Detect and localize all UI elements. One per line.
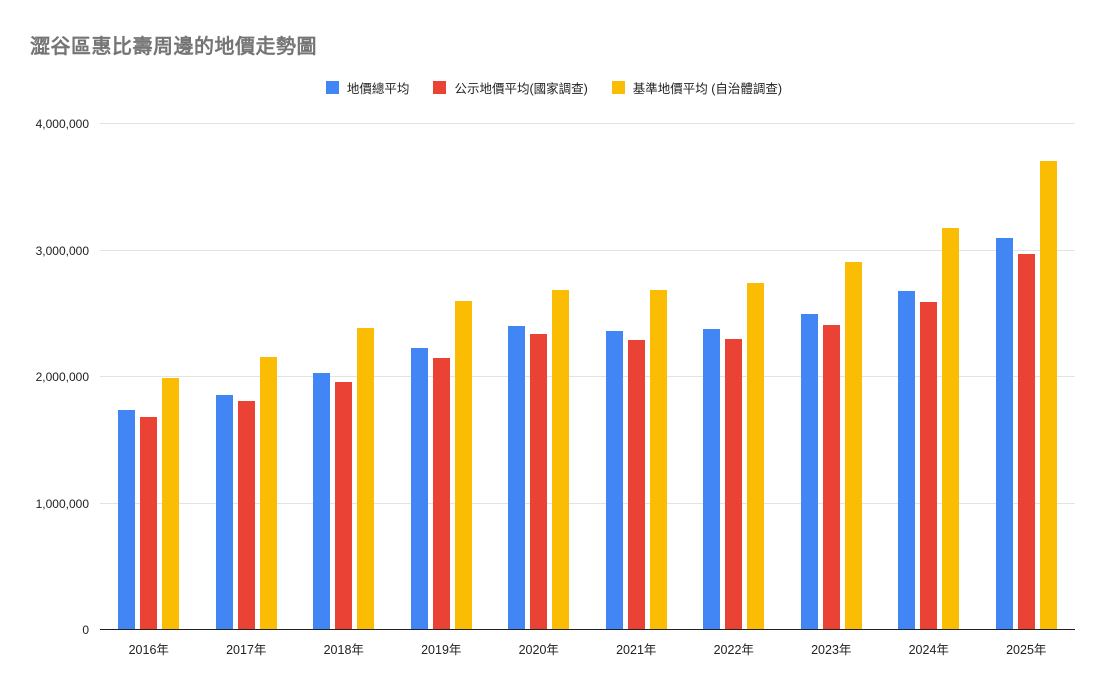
bar <box>649 289 667 630</box>
bar <box>140 417 158 630</box>
legend-swatch-icon <box>611 81 625 94</box>
y-axis-tick-label: 2,000,000 <box>35 370 89 384</box>
bar <box>237 401 255 630</box>
bar <box>995 237 1013 630</box>
bar-group: 2019年 <box>393 124 491 657</box>
bar <box>1039 160 1057 630</box>
legend-item: 地價總平均 <box>325 78 410 97</box>
bar <box>432 358 450 630</box>
legend: 地價總平均 公示地價平均(國家調查) 基準地價平均 (自治體調查) <box>0 78 1108 97</box>
plot-area: 2016年 2017年 2018年 2019年 2020年 2021年 2022年 2023年… <box>36 117 1076 657</box>
bar <box>844 261 862 630</box>
bar <box>259 356 277 630</box>
x-axis-tick-label: 2018年 <box>323 643 364 657</box>
bar <box>215 394 233 630</box>
x-axis-tick-label: 2023年 <box>811 643 852 657</box>
chart-title: 澀谷區惠比壽周邊的地價走勢圖 <box>30 36 317 58</box>
bar <box>335 382 353 630</box>
bar <box>800 313 818 630</box>
bar-group: 2018年 <box>295 124 393 657</box>
bar <box>627 340 645 630</box>
bar <box>508 326 526 630</box>
y-axis-tick-label: 4,000,000 <box>35 117 89 131</box>
bar <box>357 327 375 630</box>
bar-groups: 2016年 2017年 2018年 2019年 2020年 2021年 2022年 2023年… <box>100 124 1076 657</box>
legend-label: 地價總平均 <box>346 82 410 96</box>
x-axis-tick-label: 2022年 <box>713 643 754 657</box>
bar <box>530 334 548 630</box>
bar <box>942 227 960 630</box>
gridline <box>100 376 1075 377</box>
gridline <box>100 249 1075 251</box>
x-axis-tick-label: 2024年 <box>908 643 949 657</box>
bar-group: 2022年 <box>685 124 783 657</box>
bar <box>725 339 743 630</box>
bar <box>605 331 623 630</box>
legend-item: 基準地價平均 (自治體調查) <box>611 78 783 97</box>
legend-item: 公示地價平均(國家調查) <box>433 78 588 97</box>
x-axis-tick-label: 2021年 <box>616 643 657 657</box>
bar-group: 2020年 <box>490 124 588 657</box>
bar <box>313 373 331 630</box>
x-axis-tick-label: 2025年 <box>1006 643 1047 657</box>
bar-group: 2024年 <box>880 124 978 657</box>
x-axis-tick-label: 2016年 <box>128 643 169 657</box>
bar <box>118 409 136 630</box>
bar-group: 2023年 <box>783 124 881 657</box>
y-axis-tick-label: 0 <box>82 623 89 637</box>
bar <box>898 290 916 630</box>
gridline <box>100 123 1075 124</box>
bar <box>162 378 180 630</box>
bar <box>747 283 765 630</box>
bar-group: 2025年 <box>978 124 1076 657</box>
bar <box>920 302 938 630</box>
legend-label: 基準地價平均 (自治體調查) <box>632 82 783 96</box>
x-axis-tick-label: 2019年 <box>421 643 462 657</box>
x-axis-tick-label: 2017年 <box>226 643 267 657</box>
x-axis-line <box>100 629 1075 630</box>
bar <box>822 325 840 630</box>
bar <box>410 347 428 630</box>
legend-swatch-icon <box>325 81 339 94</box>
legend-swatch-icon <box>433 81 447 94</box>
bar <box>454 301 472 630</box>
bar-group: 2021年 <box>588 124 686 657</box>
bar <box>552 289 570 630</box>
x-axis-tick-label: 2020年 <box>518 643 559 657</box>
bar <box>1017 254 1035 630</box>
bar <box>703 328 721 630</box>
y-axis-tick-label: 3,000,000 <box>35 243 89 258</box>
bar-group: 2017年 <box>198 124 296 657</box>
gridline <box>100 502 1075 504</box>
y-axis-tick-label: 1,000,000 <box>35 496 89 511</box>
legend-label: 公示地價平均(國家調查) <box>454 82 588 96</box>
bar-group: 2016年 <box>100 124 198 657</box>
